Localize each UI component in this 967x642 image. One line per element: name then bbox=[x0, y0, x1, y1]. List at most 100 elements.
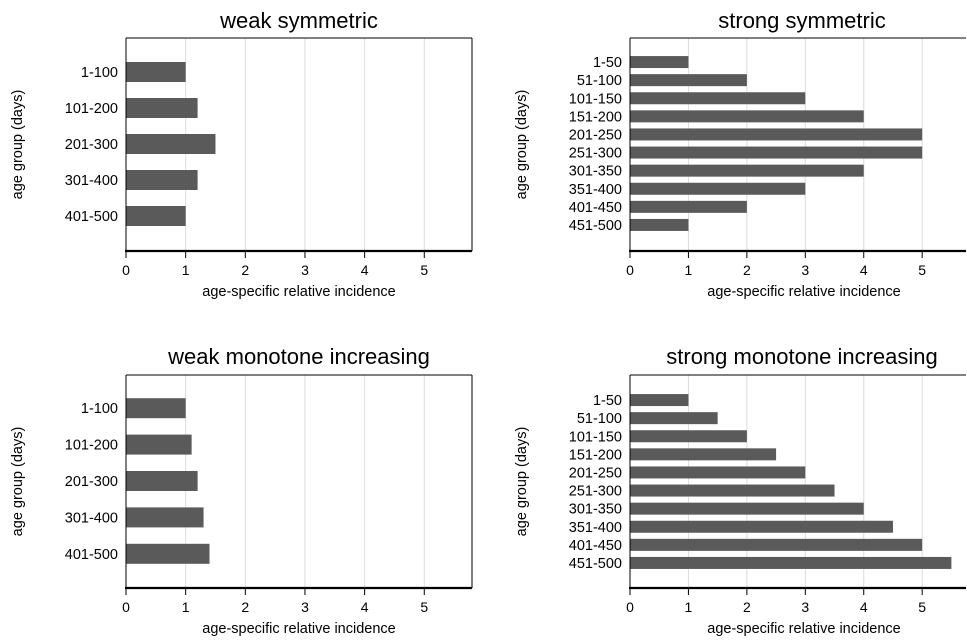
bar bbox=[630, 128, 923, 141]
category-label: 301-400 bbox=[65, 173, 118, 189]
y-axis-label: age group (days) bbox=[10, 427, 26, 537]
category-label: 51-100 bbox=[577, 411, 622, 427]
x-tick-label: 4 bbox=[860, 262, 868, 278]
x-tick-label: 2 bbox=[743, 262, 751, 278]
bar bbox=[630, 218, 689, 231]
x-tick-label: 0 bbox=[122, 599, 130, 615]
bar bbox=[126, 98, 198, 118]
category-label: 401-500 bbox=[65, 547, 118, 563]
bar bbox=[630, 502, 864, 515]
x-tick-label: 3 bbox=[801, 262, 809, 278]
category-label: 1-100 bbox=[81, 65, 118, 81]
category-label: 301-400 bbox=[65, 510, 118, 526]
x-axis-label: age-specific relative incidence bbox=[707, 621, 900, 637]
category-label: 101-150 bbox=[569, 91, 622, 107]
bar bbox=[630, 56, 689, 69]
panel-title: strong monotone increasing bbox=[666, 344, 938, 369]
x-axis-label: age-specific relative incidence bbox=[202, 284, 395, 300]
x-tick-label: 0 bbox=[626, 262, 634, 278]
category-label: 101-200 bbox=[65, 438, 118, 454]
bar bbox=[630, 92, 806, 105]
category-label: 401-500 bbox=[65, 209, 118, 225]
x-tick-label: 5 bbox=[420, 599, 428, 615]
y-axis-label: age group (days) bbox=[514, 90, 530, 200]
panel-strong-symmetric: strong symmetric 0 1 2 3 4 5 1-50 51-100 101-150 1… bbox=[514, 8, 966, 300]
x-tick-label: 0 bbox=[626, 599, 634, 615]
x-tick-label: 1 bbox=[685, 262, 693, 278]
bar bbox=[630, 484, 835, 497]
x-tick-label: 2 bbox=[241, 262, 249, 278]
x-tick-label: 2 bbox=[743, 599, 751, 615]
category-label: 401-450 bbox=[569, 538, 622, 554]
bar bbox=[126, 434, 192, 455]
x-tick-label: 4 bbox=[860, 599, 868, 615]
category-label: 351-400 bbox=[569, 182, 622, 198]
bar bbox=[126, 62, 186, 82]
bar bbox=[630, 110, 864, 123]
y-axis-label: age group (days) bbox=[514, 427, 530, 537]
category-label: 201-250 bbox=[569, 127, 622, 143]
x-tick-label: 0 bbox=[122, 262, 130, 278]
x-tick-label: 4 bbox=[361, 599, 369, 615]
panel-weak-symmetric: weak symmetric 0 1 2 3 4 5 1-100 101-200 201-300 3… bbox=[10, 8, 473, 300]
bar bbox=[126, 471, 198, 491]
bar bbox=[630, 164, 864, 177]
category-label: 451-500 bbox=[569, 556, 622, 572]
category-label: 1-50 bbox=[593, 55, 622, 71]
bar bbox=[126, 543, 210, 564]
x-tick-label: 3 bbox=[301, 262, 309, 278]
x-tick-label: 3 bbox=[301, 599, 309, 615]
category-label: 301-350 bbox=[569, 502, 622, 518]
category-label: 51-100 bbox=[577, 73, 622, 89]
bar bbox=[126, 398, 186, 419]
category-label: 251-300 bbox=[569, 146, 622, 162]
category-label: 351-400 bbox=[569, 520, 622, 536]
x-axis-label: age-specific relative incidence bbox=[707, 284, 900, 300]
category-label: 451-500 bbox=[569, 218, 622, 234]
category-label: 151-200 bbox=[569, 447, 622, 463]
bar bbox=[126, 206, 186, 226]
category-label: 151-200 bbox=[569, 109, 622, 125]
bar bbox=[630, 200, 747, 213]
bar bbox=[630, 556, 952, 569]
x-axis-label: age-specific relative incidence bbox=[202, 621, 395, 637]
bar bbox=[630, 394, 689, 407]
panel-title: weak symmetric bbox=[219, 8, 378, 33]
bar bbox=[630, 520, 893, 533]
category-label: 1-100 bbox=[81, 401, 118, 417]
x-tick-label: 1 bbox=[182, 599, 190, 615]
bar bbox=[630, 74, 747, 87]
bar bbox=[630, 412, 718, 425]
x-tick-label: 1 bbox=[182, 262, 190, 278]
bar bbox=[630, 466, 806, 479]
bar bbox=[630, 430, 747, 443]
bar bbox=[630, 146, 923, 159]
x-tick-label: 2 bbox=[241, 599, 249, 615]
panel-strong-monotone: strong monotone increasing 0 1 2 3 4 5 1-50 51-1… bbox=[514, 344, 966, 637]
category-label: 201-300 bbox=[65, 137, 118, 153]
category-label: 201-300 bbox=[65, 474, 118, 490]
bar bbox=[630, 538, 923, 551]
bar bbox=[126, 170, 198, 190]
bar bbox=[630, 182, 806, 195]
x-tick-label: 5 bbox=[420, 262, 428, 278]
bar bbox=[126, 134, 216, 154]
category-label: 251-300 bbox=[569, 484, 622, 500]
bar bbox=[630, 448, 777, 461]
x-tick-label: 4 bbox=[361, 262, 369, 278]
panel-weak-monotone: weak monotone increasing 0 1 2 3 4 5 1-100 101-2… bbox=[10, 344, 473, 637]
bar bbox=[126, 507, 204, 528]
x-tick-label: 1 bbox=[685, 599, 693, 615]
panel-title: weak monotone increasing bbox=[167, 344, 430, 369]
x-tick-label: 5 bbox=[918, 599, 926, 615]
category-label: 101-200 bbox=[65, 101, 118, 117]
x-tick-label: 5 bbox=[918, 262, 926, 278]
category-label: 101-150 bbox=[569, 429, 622, 445]
category-label: 401-450 bbox=[569, 200, 622, 216]
x-tick-label: 3 bbox=[801, 599, 809, 615]
category-label: 1-50 bbox=[593, 393, 622, 409]
y-axis-label: age group (days) bbox=[10, 90, 26, 200]
category-label: 201-250 bbox=[569, 465, 622, 481]
category-label: 301-350 bbox=[569, 164, 622, 180]
